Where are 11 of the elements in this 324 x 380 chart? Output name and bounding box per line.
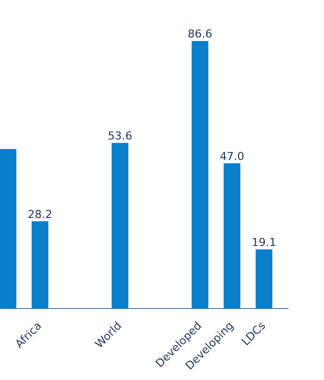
data-label: 47.0 xyxy=(220,150,244,163)
data-label: 53.6 xyxy=(108,130,132,143)
data-label: 28.2 xyxy=(28,208,52,221)
data-label: 19.1 xyxy=(252,236,276,250)
bar xyxy=(224,163,240,309)
bar xyxy=(0,149,16,309)
bar xyxy=(256,249,272,309)
data-label: 86.6 xyxy=(188,28,212,41)
bar xyxy=(32,221,48,309)
bar xyxy=(112,142,128,309)
bar xyxy=(192,41,208,309)
